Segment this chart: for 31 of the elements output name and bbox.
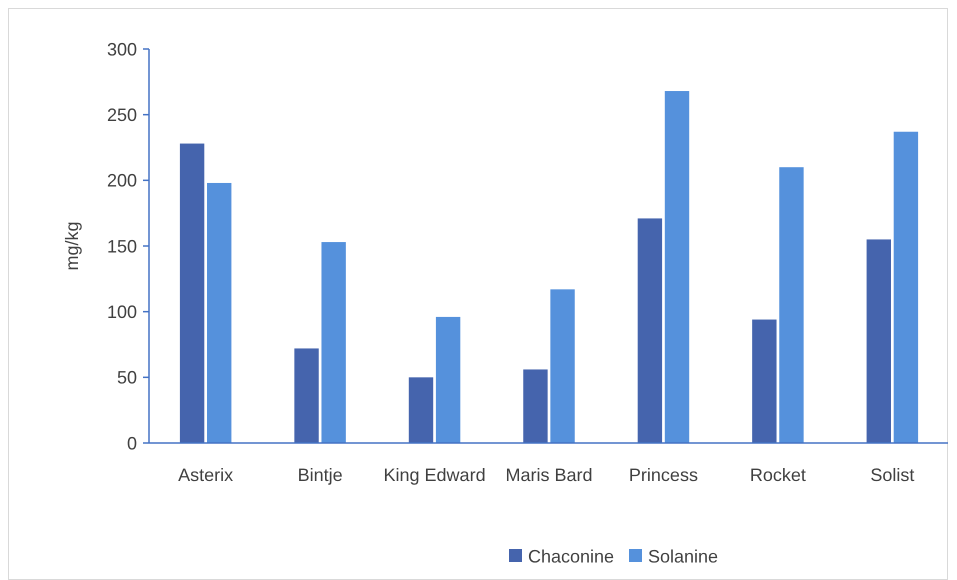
- x-tick-label: Solist: [870, 465, 914, 485]
- bar: [180, 144, 204, 443]
- x-tick-label: Princess: [628, 465, 698, 485]
- y-tick-label: 200: [106, 170, 137, 191]
- bar: [866, 239, 891, 443]
- y-tick-label: 0: [126, 433, 137, 454]
- legend-label: Solanine: [648, 546, 718, 566]
- x-tick-label: Asterix: [178, 465, 234, 485]
- bar: [779, 167, 804, 443]
- bar: [523, 369, 548, 443]
- bar: [294, 348, 319, 443]
- y-tick-label: 300: [106, 39, 137, 60]
- bar: [894, 132, 918, 443]
- legend-label: Chaconine: [528, 546, 614, 566]
- y-tick-label: 150: [106, 236, 137, 256]
- x-tick-label: Rocket: [750, 465, 806, 485]
- bar: [638, 218, 662, 443]
- y-tick-label: 250: [106, 104, 137, 125]
- y-tick-label: 50: [116, 368, 137, 388]
- bar: [207, 182, 232, 443]
- y-axis-title: mg/kg: [62, 221, 82, 271]
- bar: [408, 377, 434, 443]
- x-tick-label: Maris Bard: [505, 465, 593, 485]
- y-tick-label: 100: [106, 302, 137, 322]
- bar: [664, 91, 690, 443]
- x-tick-label: Bintje: [298, 465, 343, 485]
- bar: [550, 289, 575, 443]
- bar: [752, 320, 777, 443]
- x-tick-label: King Edward: [384, 465, 486, 485]
- bar: [321, 242, 346, 443]
- bar: [436, 316, 460, 443]
